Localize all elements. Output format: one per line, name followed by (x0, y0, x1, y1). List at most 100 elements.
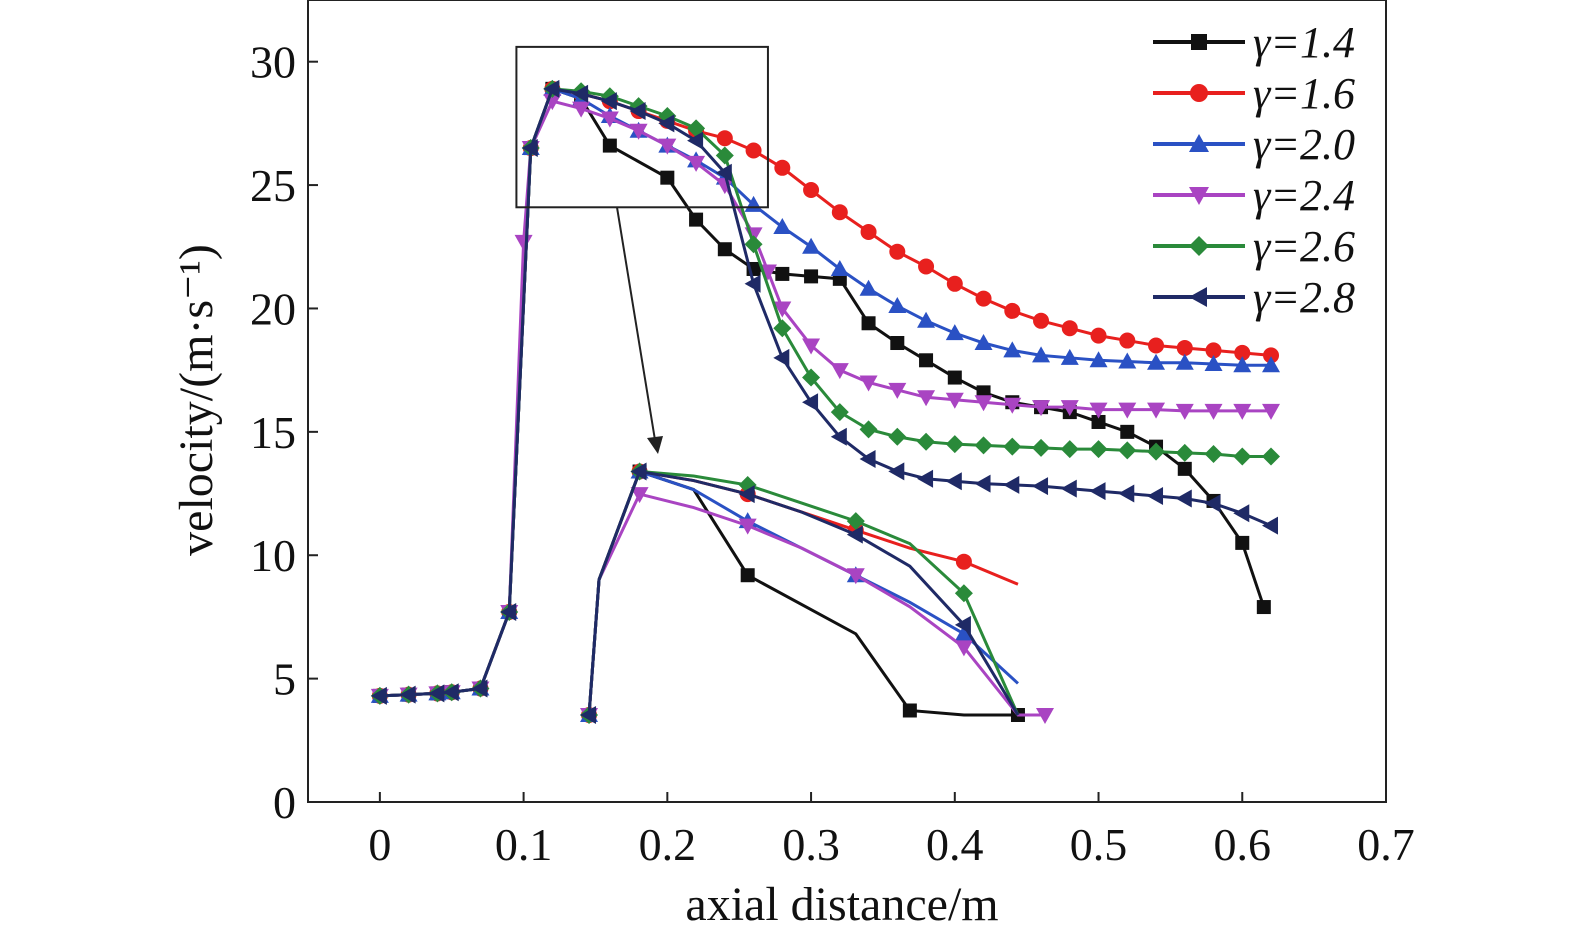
data-point (744, 235, 763, 254)
data-point (1147, 442, 1166, 461)
data-point (1033, 312, 1050, 329)
data-point (888, 382, 907, 399)
data-point (1118, 352, 1137, 369)
data-point (859, 420, 878, 439)
x-axis-label: axial distance/m (685, 878, 998, 931)
inset-series-line (587, 469, 1019, 716)
data-point (1119, 332, 1136, 349)
data-point (1003, 341, 1022, 358)
data-point (500, 602, 517, 621)
data-point (1233, 403, 1252, 420)
data-point (1148, 337, 1165, 354)
y-tick-label: 5 (273, 654, 296, 705)
data-point (1060, 440, 1079, 459)
data-point (774, 159, 791, 176)
data-point (773, 348, 790, 367)
data-point (600, 111, 619, 128)
y-tick-label: 20 (250, 283, 296, 334)
data-point (802, 368, 821, 387)
legend: γ=1.4γ=1.6γ=2.0γ=2.4γ=2.6γ=2.8 (1153, 18, 1355, 322)
data-point (689, 212, 704, 227)
data-point (947, 370, 962, 385)
inset-data-point (954, 584, 973, 603)
data-point (1060, 400, 1079, 417)
data-point (600, 92, 617, 111)
x-tick-label: 0.3 (782, 819, 840, 870)
y-tick-label: 0 (273, 777, 296, 828)
inset-data-point (740, 568, 755, 583)
data-point (773, 319, 792, 338)
data-point (974, 436, 993, 455)
legend-marker (1189, 187, 1209, 205)
data-point (1205, 342, 1222, 359)
data-point (1004, 302, 1021, 319)
data-point (1176, 339, 1193, 356)
x-tick-label: 0.7 (1357, 819, 1415, 870)
data-point (715, 163, 732, 182)
y-tick-label: 30 (250, 37, 296, 88)
data-point (1120, 424, 1135, 439)
y-tick-label: 25 (250, 160, 296, 211)
inset-data-point (630, 487, 649, 504)
inset-data-point (738, 485, 755, 504)
data-point (717, 242, 732, 257)
data-point (917, 469, 934, 488)
inset-series-line (587, 469, 1020, 716)
data-point (1204, 494, 1221, 513)
data-point (687, 119, 706, 138)
inset-data-point (846, 525, 863, 544)
data-point (1234, 344, 1251, 361)
data-point (744, 274, 761, 293)
data-point (1262, 447, 1281, 466)
inset-series-line (587, 469, 1018, 717)
data-point (1204, 403, 1223, 420)
data-point (1061, 320, 1078, 337)
data-point (775, 266, 790, 281)
data-point (572, 101, 591, 118)
inset-series-line (587, 469, 1020, 716)
data-point (859, 279, 878, 296)
legend-label: γ=2.8 (1253, 273, 1355, 322)
data-point (802, 393, 819, 412)
data-point (861, 316, 876, 331)
data-point (888, 462, 905, 481)
inset-data-point (630, 462, 647, 481)
data-point (830, 403, 849, 422)
data-point (1032, 477, 1049, 496)
legend-marker (1190, 84, 1208, 102)
y-tick-label: 15 (250, 407, 296, 458)
data-point (745, 142, 762, 159)
data-point (945, 435, 964, 454)
data-point (830, 427, 847, 446)
data-point (1003, 437, 1022, 456)
zoom-box (515, 45, 769, 209)
data-point (602, 138, 617, 153)
data-point (629, 123, 648, 140)
data-point (945, 392, 964, 409)
inset-series-line (587, 492, 1045, 717)
data-point (1175, 443, 1194, 462)
data-point (974, 474, 991, 493)
legend-label: γ=2.0 (1253, 120, 1355, 169)
series-layer (370, 79, 1281, 705)
inset-data-point (954, 640, 973, 657)
data-point (543, 79, 560, 98)
data-point (888, 427, 907, 446)
inset-data-point (738, 518, 757, 535)
data-point (370, 686, 387, 705)
data-point (1089, 440, 1108, 459)
legend-label: γ=1.4 (1253, 18, 1355, 67)
inset-data-point (954, 624, 973, 641)
data-point (442, 683, 459, 702)
data-point (687, 155, 706, 172)
data-point (428, 684, 445, 703)
data-point (802, 338, 821, 355)
data-point (572, 84, 589, 103)
data-point (521, 139, 538, 158)
data-point (773, 301, 792, 318)
data-point (1175, 353, 1194, 370)
inset-layer (580, 462, 1054, 724)
legend-marker (1189, 236, 1209, 256)
x-tick-label: 0 (368, 819, 391, 870)
